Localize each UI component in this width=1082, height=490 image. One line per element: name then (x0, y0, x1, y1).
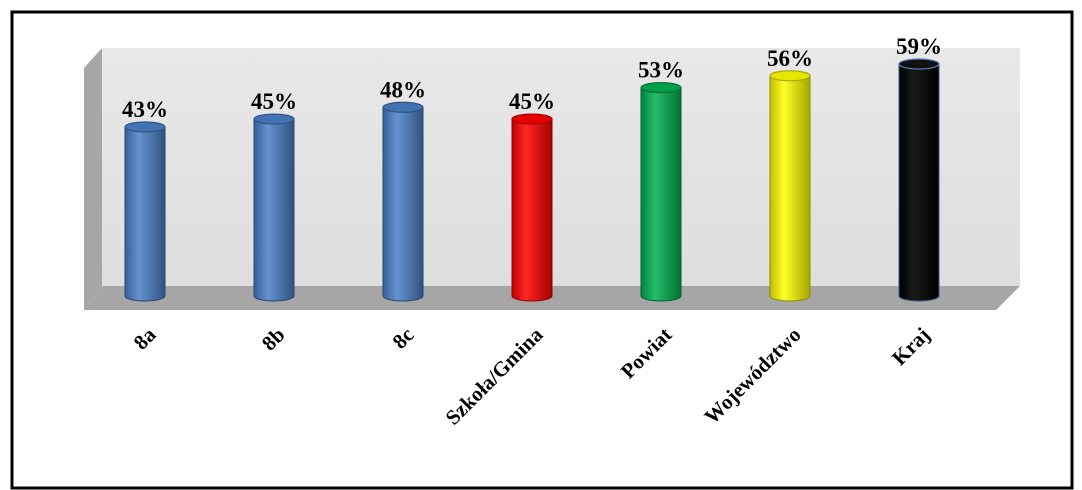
side-wall (84, 48, 102, 310)
bar-6 (769, 70, 811, 302)
bar-5 (640, 81, 682, 302)
bar-2 (253, 113, 295, 302)
value-label-6: 56% (767, 46, 813, 71)
value-label-4: 45% (509, 89, 555, 114)
bar-3 (382, 101, 424, 302)
bar-1 (124, 121, 166, 302)
value-label-1: 43% (122, 97, 168, 122)
bar-7 (898, 58, 940, 302)
value-label-3: 48% (380, 77, 426, 102)
value-label-5: 53% (638, 58, 684, 83)
back-wall (102, 48, 1020, 286)
bar-4 (511, 113, 553, 302)
value-label-7: 59% (896, 34, 942, 59)
value-label-2: 45% (251, 89, 297, 114)
value-labels-layer: 43% 45% 48% 45% 53% 56% 59% (122, 34, 942, 122)
bars-layer (124, 58, 940, 302)
